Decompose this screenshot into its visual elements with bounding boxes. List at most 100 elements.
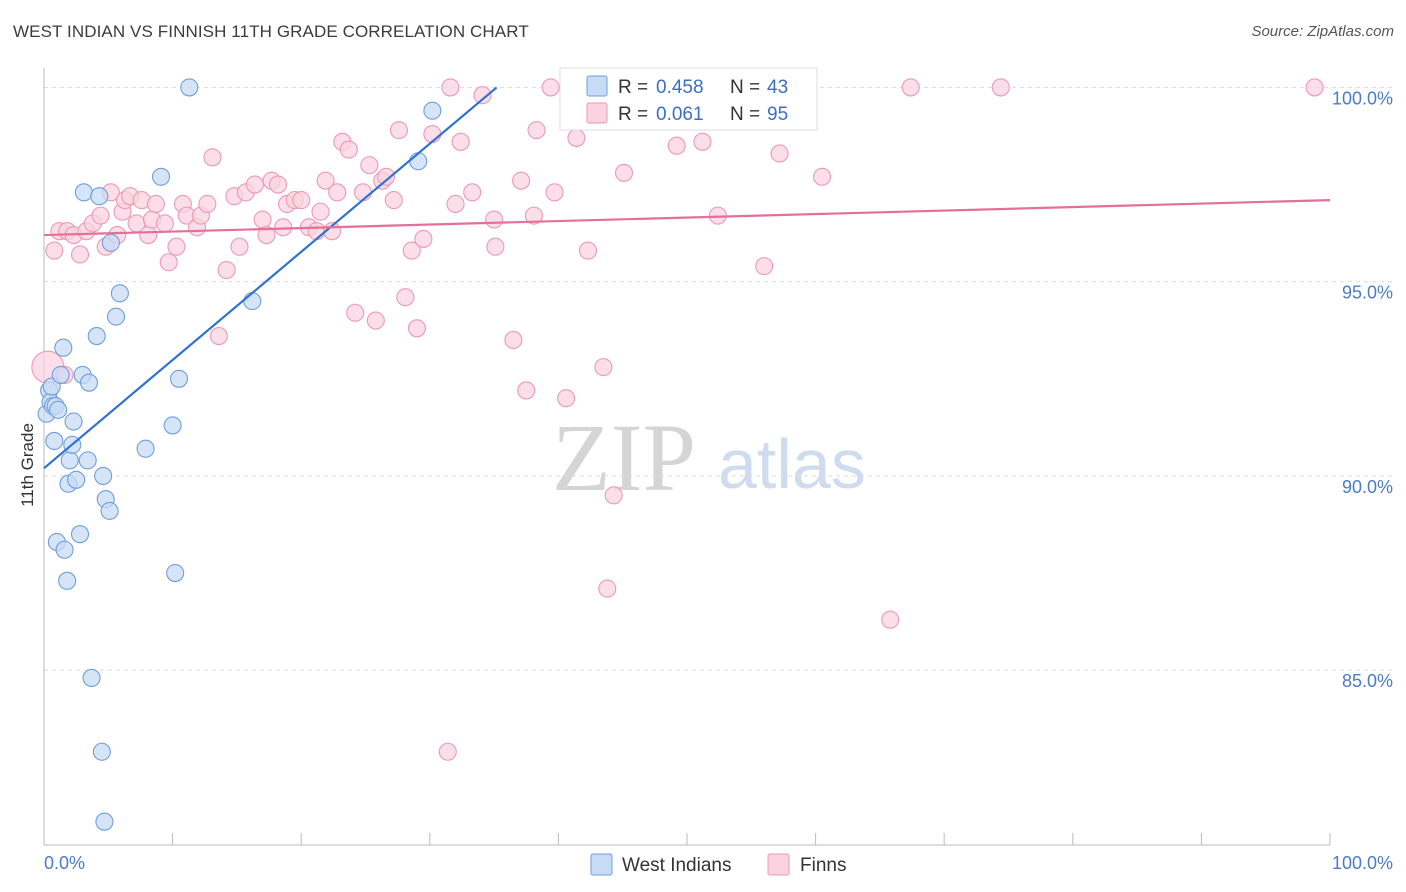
finns-point <box>209 327 228 346</box>
finns-point <box>316 171 335 190</box>
finns-point <box>567 128 586 147</box>
gridlines <box>44 86 1393 671</box>
legend-n-value-2: 95 <box>767 104 788 125</box>
finns-point <box>269 175 288 194</box>
west-indians-trend-line <box>43 86 498 469</box>
finns-point <box>504 330 523 350</box>
west-indians-point <box>243 292 262 311</box>
y-tick-labels: 85.0% 90.0% 95.0% 100.0% <box>1332 88 1393 691</box>
legend-n-label-1: N = <box>730 77 760 98</box>
finns-point <box>45 241 64 260</box>
finns-point <box>755 257 774 276</box>
west-indians-point <box>101 233 120 252</box>
watermark-zip: ZIP <box>552 404 696 511</box>
finns-point <box>451 132 470 151</box>
finns-point <box>311 202 330 221</box>
finns-point <box>991 78 1010 97</box>
west-indians-point <box>95 812 114 831</box>
finns-point <box>257 226 276 245</box>
finns-point <box>307 222 326 241</box>
west-indians-point <box>151 167 171 186</box>
west-indians-point <box>45 431 64 451</box>
finns-point <box>346 303 365 322</box>
finns-point <box>485 210 504 229</box>
finns-point <box>91 206 110 225</box>
finns-point <box>389 121 408 140</box>
finns-point <box>463 183 482 202</box>
west-indians-point <box>67 470 86 489</box>
y-tick-label: 85.0% <box>1342 671 1393 691</box>
finns-point <box>339 140 358 159</box>
finns-point <box>545 183 564 202</box>
finns-point <box>598 579 617 598</box>
finns-point <box>693 132 712 151</box>
bottom-legend: West Indians Finns <box>590 853 846 876</box>
west-indians-point <box>64 412 83 431</box>
finns-point <box>360 156 379 175</box>
west-indians-point <box>92 742 111 761</box>
y-tick-label: 90.0% <box>1342 477 1393 497</box>
west-indians-point <box>78 451 97 470</box>
y-tick-label: 100.0% <box>1332 88 1393 108</box>
west-indians-point <box>423 101 442 120</box>
west-indians-point <box>100 501 119 520</box>
finns-point <box>159 253 178 272</box>
finns-point <box>377 167 396 186</box>
finns-point <box>881 610 900 629</box>
west-indians-point <box>54 338 73 357</box>
west-indians-point <box>60 451 79 470</box>
west-indians-point <box>110 284 129 303</box>
finns-point <box>594 358 613 377</box>
finns-point <box>527 121 546 140</box>
finns-point <box>614 163 634 182</box>
finns-point <box>557 389 576 408</box>
finns-point <box>512 171 531 190</box>
legend-n-value-1: 43 <box>767 77 788 98</box>
finns-point <box>812 167 832 186</box>
finns-point <box>70 245 90 264</box>
legend-r-label-2: R = <box>618 104 648 125</box>
west-indians-point <box>49 400 68 419</box>
finns-point <box>198 194 217 214</box>
finns-point <box>441 78 460 97</box>
finns-point <box>396 288 415 307</box>
finns-point <box>245 175 264 194</box>
finns-trend-line <box>43 198 1331 237</box>
west-indians-point <box>82 668 101 687</box>
legend-r-value-2: 0.061 <box>656 104 704 125</box>
west-indians-point <box>163 416 182 435</box>
finns-point <box>155 214 174 233</box>
bottom-legend-label-finns: Finns <box>800 855 846 876</box>
bottom-legend-swatch-finns <box>767 853 790 876</box>
y-axis-title: 11th Grade <box>18 423 37 507</box>
finns-point <box>203 148 222 167</box>
finns-point <box>167 237 186 256</box>
west-indians-point <box>87 327 106 346</box>
west-indians-point <box>90 187 109 206</box>
west-indians-point <box>79 373 99 392</box>
x-tick-label-min: 0.0% <box>44 853 85 873</box>
legend-r-label-1: R = <box>618 77 648 98</box>
bottom-legend-swatch-west-indians <box>590 853 613 876</box>
west-indians-point <box>106 307 126 326</box>
watermark-atlas: atlas <box>718 425 866 503</box>
source-label: Source: ZipAtlas.com <box>1251 23 1394 40</box>
finns-point <box>517 381 536 400</box>
west-indians-point <box>409 152 428 171</box>
finns-point <box>438 742 457 761</box>
finns-point <box>402 241 421 260</box>
finns-point <box>414 229 433 248</box>
west-indians-point <box>74 183 93 202</box>
legend-n-label-2: N = <box>730 104 760 125</box>
finns-point <box>473 86 492 105</box>
finns-point <box>384 191 403 210</box>
finns-point <box>901 78 920 97</box>
west-indians-point <box>166 563 185 583</box>
finns-point <box>353 183 372 202</box>
finns-point <box>524 206 544 225</box>
finns-point <box>578 241 598 260</box>
west-indians-point <box>58 571 77 590</box>
finns-point <box>667 136 686 155</box>
finns-point <box>146 194 165 214</box>
